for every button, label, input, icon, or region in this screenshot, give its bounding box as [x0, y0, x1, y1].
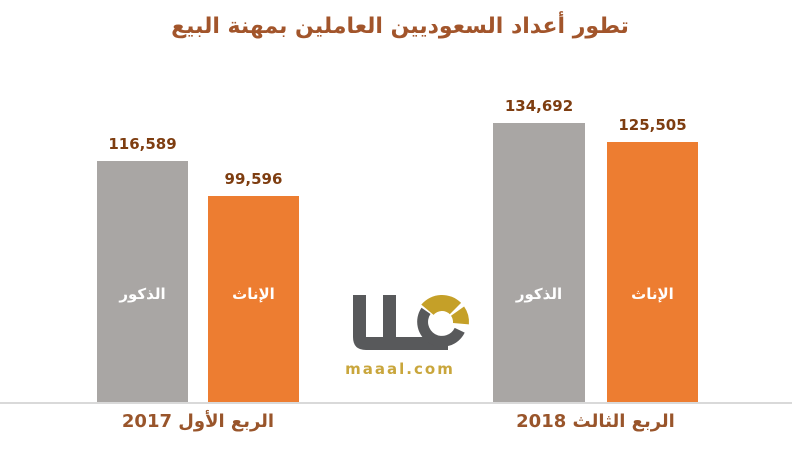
value-label-females-q1: 99,596: [224, 170, 283, 188]
category-label-q3-2018: الربع الثالث 2018: [516, 411, 675, 432]
series-label-females-q3: الإناث: [631, 285, 674, 303]
bar-males-q1-2017: 116,589 الذكور: [97, 135, 188, 403]
chart-title: تطور أعداد السعوديين العاملين بمهنة البي…: [171, 14, 629, 39]
watermark-brand-text: maaal.com: [345, 360, 455, 378]
series-label-males-q3: الذكور: [515, 285, 563, 303]
value-label-males-q3: 134,692: [504, 97, 574, 115]
series-label-males-q1: الذكور: [119, 285, 166, 303]
watermark-logo: maaal.com: [325, 282, 475, 378]
bar-males-q3-2018: 134,692 الذكور: [493, 97, 585, 403]
bar-females-q1-2017: 99,596 الإناث: [208, 170, 299, 403]
x-axis-line: [0, 402, 792, 404]
value-label-females-q3: 125,505: [618, 116, 687, 134]
series-label-females-q1: الإناث: [232, 285, 275, 303]
category-label-q1-2017: الربع الأول 2017: [121, 411, 275, 432]
maaal-logo-icon: [353, 294, 470, 350]
bar-females-q3-2018: 125,505 الإناث: [607, 116, 698, 403]
value-label-males-q1: 116,589: [108, 135, 177, 153]
